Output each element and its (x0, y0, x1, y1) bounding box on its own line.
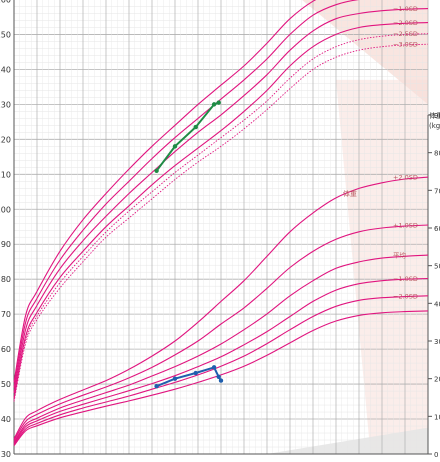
left-tick-label: 160 (0, 0, 11, 4)
left-tick-label: 40 (1, 415, 11, 424)
height-curve-label-5: −3.0SD (393, 41, 418, 49)
right-tick-label: 50 (434, 263, 440, 271)
weight-curve-label-1: +1.0SD (393, 221, 418, 229)
right-tick-label: 70 (434, 187, 440, 195)
left-tick-label: 150 (0, 30, 11, 39)
height-curve-label-4: −2.5SD (393, 30, 418, 38)
left-tick-label: 100 (0, 205, 11, 214)
right-tick-label: 60 (434, 225, 440, 233)
left-tick-label: 120 (0, 135, 11, 144)
left-tick-label: 60 (1, 345, 11, 354)
left-tick-label: 50 (1, 380, 11, 389)
right-tick-label: 0 (434, 451, 438, 458)
weight-curve-label-4: −2.0SD (393, 292, 418, 300)
weight-curve-label-2: 平均 (393, 251, 407, 260)
patient-weight-point (194, 371, 198, 375)
right-tick-label: 30 (434, 338, 440, 346)
left-tick-label: 140 (0, 65, 11, 74)
left-tick-label: 30 (1, 450, 11, 458)
right-tick-label: 20 (434, 376, 440, 384)
right-tick-label: 10 (434, 413, 440, 421)
left-tick-label: 70 (1, 310, 11, 319)
right-tick-label: 80 (434, 150, 440, 158)
height-curve-label-3: −2.0SD (393, 19, 418, 27)
patient-height-point (154, 169, 158, 173)
left-tick-label: 110 (0, 170, 11, 179)
left-tick-label: 80 (1, 275, 11, 284)
patient-height-point (194, 125, 198, 129)
weight-section-label: 体重 (343, 189, 357, 198)
right-axis-label: 体重 (429, 111, 440, 120)
weight-curve-label-0: +2.0SD (393, 174, 418, 182)
right-axis-unit: (kg) (429, 122, 440, 130)
patient-height-point (173, 144, 177, 148)
weight-curve-label-3: −1.0SD (393, 275, 418, 283)
patient-weight-point (154, 384, 158, 388)
patient-weight-point (217, 375, 221, 379)
patient-height-point (212, 102, 216, 106)
left-tick-label: 90 (1, 240, 11, 249)
patient-height-point (217, 100, 221, 104)
height-curve-label-2: −1.0SD (393, 5, 418, 13)
patient-weight-point (173, 376, 177, 380)
patient-weight-point (212, 365, 216, 369)
patient-weight-point (219, 378, 223, 382)
left-tick-label: 130 (0, 100, 11, 109)
right-tick-label: 40 (434, 300, 440, 308)
